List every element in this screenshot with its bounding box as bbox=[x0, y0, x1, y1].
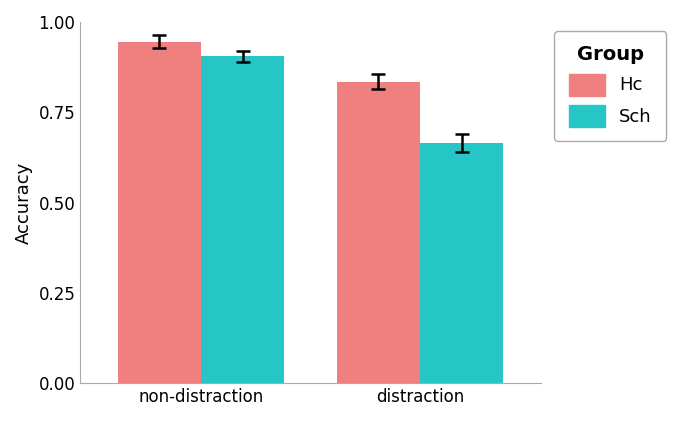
Bar bbox=[420, 143, 503, 383]
Bar bbox=[201, 56, 284, 383]
Bar bbox=[117, 42, 201, 383]
Y-axis label: Accuracy: Accuracy bbox=[15, 161, 33, 244]
Legend: Hc, Sch: Hc, Sch bbox=[554, 31, 666, 141]
Bar bbox=[337, 82, 420, 383]
